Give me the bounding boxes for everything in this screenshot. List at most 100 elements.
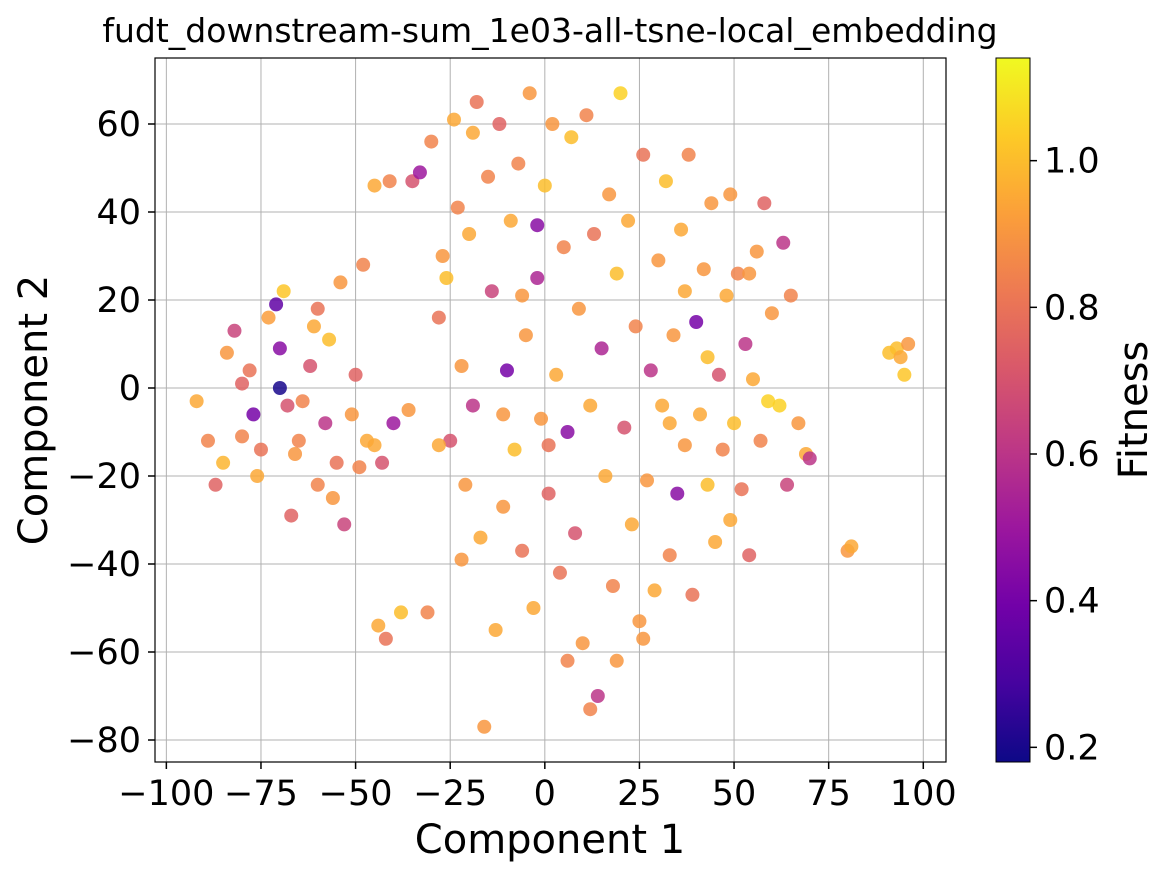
scatter-point xyxy=(738,337,753,351)
x-axis-label: Component 1 xyxy=(415,817,685,863)
scatter-point xyxy=(700,477,715,492)
scatter-point xyxy=(515,543,530,558)
scatter-point xyxy=(477,719,492,734)
colorbar-tick-label: 1.0 xyxy=(1044,142,1100,182)
scatter-point xyxy=(761,394,776,409)
scatter-point xyxy=(431,310,446,325)
y-tick-label: −20 xyxy=(67,457,141,497)
scatter-point xyxy=(318,416,333,431)
chart-title: fudt_downstream-sum_1e03-all-tsne-local_… xyxy=(102,11,997,50)
scatter-point xyxy=(518,328,533,343)
scatter-point xyxy=(568,526,583,541)
scatter-point xyxy=(598,469,613,483)
scatter-point xyxy=(571,301,586,316)
scatter-point xyxy=(462,227,477,241)
scatter-point xyxy=(446,112,461,127)
scatter-point xyxy=(575,636,590,651)
scatter-point xyxy=(250,469,265,483)
scatter-point xyxy=(780,477,795,492)
scatter-point xyxy=(692,407,707,422)
x-tick-label: 75 xyxy=(806,774,851,814)
x-tick-label: −25 xyxy=(413,774,487,814)
scatter-point xyxy=(704,196,719,211)
y-tick-label: 0 xyxy=(119,369,141,409)
scatter-point xyxy=(507,442,522,457)
scatter-point xyxy=(443,433,458,448)
scatter-point xyxy=(708,535,723,549)
scatter-point xyxy=(745,372,760,387)
scatter-point xyxy=(715,442,730,457)
scatter-point xyxy=(235,376,250,391)
scatter-point xyxy=(666,328,681,343)
scatter-point xyxy=(484,284,499,299)
colorbar-label: Fitness xyxy=(1111,341,1157,480)
scatter-point xyxy=(522,86,537,101)
scatter-point xyxy=(560,425,575,439)
scatter-point xyxy=(605,579,620,593)
scatter-point xyxy=(276,284,291,299)
y-axis-label: Component 2 xyxy=(11,275,57,545)
scatter-point xyxy=(624,517,639,532)
scatter-point xyxy=(469,95,484,109)
scatter-point xyxy=(534,411,549,426)
scatter-point xyxy=(541,438,556,453)
scatter-point xyxy=(772,398,787,413)
scatter-point xyxy=(628,319,643,334)
scatter-point xyxy=(454,359,469,373)
scatter-point xyxy=(435,249,450,263)
y-tick-label: −60 xyxy=(67,633,141,673)
scatter-point xyxy=(235,429,250,444)
scatter-point xyxy=(242,363,257,378)
scatter-point xyxy=(439,271,454,285)
scatter-point xyxy=(556,240,571,255)
x-tick-label: 50 xyxy=(712,774,757,814)
scatter-point xyxy=(897,367,912,382)
scatter-point xyxy=(465,125,480,140)
colorbar-tick-label: 0.4 xyxy=(1044,582,1100,622)
scatter-point xyxy=(901,337,916,351)
scatter-point xyxy=(727,416,742,431)
scatter-point xyxy=(473,530,488,545)
x-tick-label: 100 xyxy=(890,774,957,814)
scatter-point xyxy=(742,548,757,563)
scatter-point xyxy=(670,486,685,501)
scatter-point xyxy=(530,271,545,285)
scatter-point xyxy=(791,416,806,431)
scatter-point xyxy=(549,367,564,382)
scatter-point xyxy=(564,130,579,145)
scatter-point xyxy=(651,253,666,268)
scatter-point xyxy=(696,262,711,277)
scatter-point xyxy=(481,169,496,184)
scatter-point xyxy=(583,702,598,717)
scatter-point xyxy=(681,147,696,162)
scatter-point xyxy=(590,689,605,703)
x-tick-label: −75 xyxy=(224,774,298,814)
scatter-point xyxy=(253,442,268,457)
scatter-point xyxy=(280,398,295,413)
scatter-point xyxy=(291,433,306,448)
y-axis-ticks: −80 −60 −40 −20 0 20 40 60 xyxy=(67,105,155,761)
scatter-point xyxy=(609,653,624,668)
scatter-point xyxy=(306,319,321,334)
plot-frame xyxy=(154,57,947,763)
scatter-point xyxy=(609,266,624,281)
scatter-point xyxy=(776,235,791,250)
scatter-point xyxy=(802,451,817,466)
scatter-point xyxy=(344,407,359,422)
scatter-point xyxy=(583,398,598,413)
scatter-point xyxy=(537,178,552,193)
scatter-point xyxy=(730,266,745,281)
scatter-point xyxy=(749,244,764,259)
scatter-point xyxy=(677,438,692,453)
scatter-point xyxy=(272,381,287,395)
scatter-point xyxy=(322,332,337,347)
scatter-point xyxy=(352,460,367,475)
scatter-point xyxy=(613,86,628,101)
scatter-point xyxy=(647,583,662,598)
scatter-point xyxy=(636,631,651,646)
scatter-point xyxy=(394,605,409,620)
scatter-point xyxy=(333,275,348,290)
scatter-point xyxy=(424,134,439,149)
colorbar-tick-label: 0.2 xyxy=(1044,728,1100,768)
